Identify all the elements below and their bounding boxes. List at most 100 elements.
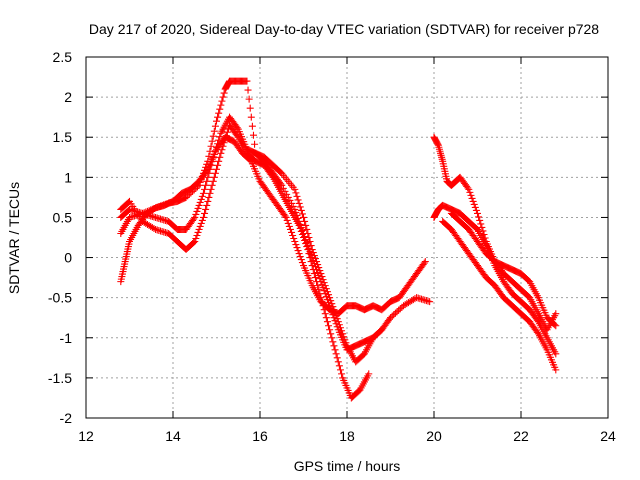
plus-marker bbox=[322, 314, 330, 322]
plus-marker bbox=[215, 157, 223, 165]
chart-title: Day 217 of 2020, Sidereal Day-to-day VTE… bbox=[89, 21, 599, 37]
plus-marker bbox=[190, 215, 198, 223]
plus-marker bbox=[214, 113, 222, 121]
plus-marker bbox=[199, 213, 207, 221]
series-satellite-track-3 bbox=[117, 121, 373, 402]
plus-marker bbox=[321, 310, 329, 318]
plus-marker bbox=[207, 185, 215, 193]
plus-marker bbox=[292, 189, 300, 197]
plus-marker bbox=[334, 358, 342, 366]
plus-marker bbox=[203, 201, 211, 209]
x-tick-label: 12 bbox=[78, 428, 94, 444]
plus-marker bbox=[248, 122, 256, 130]
plus-marker bbox=[300, 234, 307, 241]
y-tick-label: -1.5 bbox=[48, 370, 72, 386]
plus-marker bbox=[202, 181, 210, 189]
plus-marker bbox=[306, 254, 314, 262]
x-tick-label: 24 bbox=[600, 428, 616, 444]
plus-marker bbox=[330, 342, 338, 350]
plus-marker bbox=[295, 199, 303, 207]
plus-marker bbox=[246, 156, 254, 164]
plus-marker bbox=[466, 188, 474, 196]
plus-marker bbox=[313, 278, 321, 286]
plus-marker bbox=[307, 258, 315, 266]
plus-marker bbox=[210, 173, 218, 181]
plus-marker bbox=[329, 338, 337, 346]
plus-marker bbox=[316, 275, 324, 283]
plus-marker bbox=[216, 105, 224, 113]
plus-marker bbox=[201, 185, 209, 193]
plus-marker bbox=[293, 244, 301, 252]
plus-marker bbox=[197, 219, 205, 227]
y-tick-label: 0 bbox=[64, 250, 72, 266]
plus-marker bbox=[207, 142, 215, 150]
plus-marker bbox=[325, 299, 333, 307]
plus-marker bbox=[215, 109, 223, 117]
plus-marker bbox=[421, 258, 429, 266]
plus-marker bbox=[476, 216, 484, 224]
plus-marker bbox=[285, 222, 293, 230]
plus-marker bbox=[310, 270, 318, 278]
plus-marker bbox=[201, 209, 209, 217]
plus-marker bbox=[209, 177, 217, 185]
y-tick-label: 1 bbox=[64, 169, 72, 185]
plus-marker bbox=[295, 221, 303, 229]
plus-marker bbox=[194, 228, 202, 236]
plus-marker bbox=[328, 334, 336, 342]
plus-marker bbox=[296, 224, 304, 232]
plus-marker bbox=[150, 224, 158, 232]
y-tick-label: 0.5 bbox=[53, 209, 73, 225]
plus-marker bbox=[286, 225, 294, 233]
axis-ticks bbox=[85, 56, 609, 419]
plus-marker bbox=[246, 104, 254, 112]
plus-marker bbox=[251, 140, 259, 148]
plus-marker bbox=[194, 204, 202, 212]
plus-marker bbox=[465, 185, 473, 193]
plus-marker bbox=[331, 317, 339, 325]
plus-marker bbox=[283, 216, 291, 224]
x-tick-label: 20 bbox=[426, 428, 442, 444]
plus-marker bbox=[247, 113, 255, 121]
plus-marker bbox=[475, 213, 483, 221]
plus-marker bbox=[533, 328, 541, 336]
plus-marker bbox=[477, 220, 485, 228]
plus-marker bbox=[196, 198, 204, 206]
x-axis-label: GPS time / hours bbox=[294, 458, 401, 474]
plus-marker bbox=[388, 312, 396, 320]
plus-marker bbox=[243, 77, 251, 85]
plus-marker bbox=[202, 205, 210, 213]
plus-marker bbox=[302, 221, 310, 229]
plus-marker bbox=[213, 117, 220, 125]
plus-marker bbox=[335, 362, 343, 370]
plus-marker bbox=[296, 253, 304, 261]
plus-marker bbox=[318, 281, 326, 289]
plus-marker bbox=[282, 213, 290, 221]
plus-marker bbox=[333, 354, 341, 362]
plus-marker bbox=[208, 181, 216, 189]
plus-marker bbox=[294, 196, 302, 204]
plus-marker bbox=[303, 225, 311, 233]
plus-marker bbox=[551, 321, 559, 329]
plus-marker bbox=[233, 132, 241, 140]
plus-marker bbox=[245, 95, 253, 103]
plus-marker bbox=[198, 216, 206, 224]
plus-marker bbox=[472, 206, 480, 214]
plus-marker bbox=[182, 193, 190, 201]
plus-marker bbox=[325, 322, 333, 330]
plus-marker bbox=[190, 239, 198, 247]
y-tick-labels: -2 -1.5 -1 -0.5 0 0.5 1 1.5 2 2.5 bbox=[48, 49, 72, 426]
plus-marker bbox=[196, 222, 204, 230]
plus-marker bbox=[552, 350, 560, 358]
plus-marker bbox=[552, 366, 560, 374]
plus-marker bbox=[393, 308, 401, 316]
y-tick-label: 2 bbox=[64, 89, 72, 105]
plus-marker bbox=[319, 284, 327, 292]
plus-marker bbox=[468, 194, 476, 202]
plus-marker bbox=[395, 306, 403, 314]
plus-marker bbox=[213, 165, 220, 173]
plus-marker bbox=[268, 172, 276, 180]
plus-marker bbox=[211, 169, 219, 177]
plus-marker bbox=[365, 370, 373, 378]
x-tick-labels: 12 14 16 18 20 22 24 bbox=[78, 428, 616, 444]
